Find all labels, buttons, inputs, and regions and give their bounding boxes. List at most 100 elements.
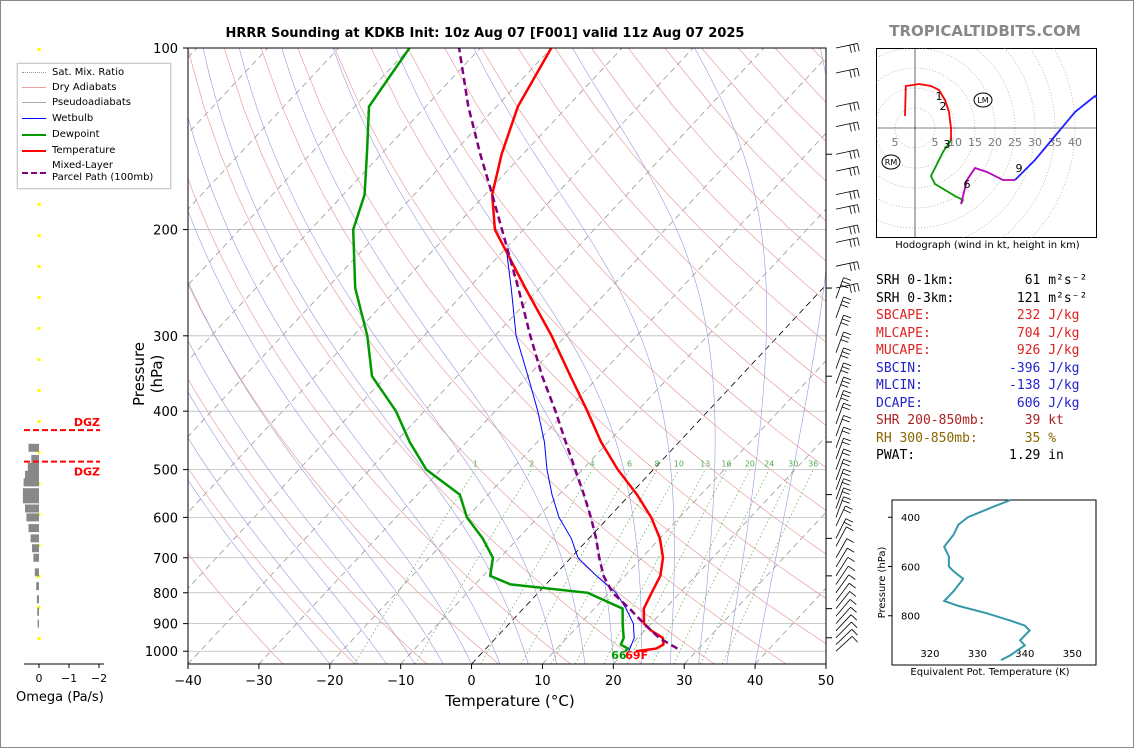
pseudoadiabat [188, 479, 331, 664]
barb-flag [843, 509, 852, 514]
mixing-ratio-line [652, 469, 751, 664]
omega-tick-label: −1 [61, 672, 77, 685]
barb-flag [853, 225, 856, 234]
barb-staff [835, 376, 844, 398]
wind-barb [835, 390, 852, 412]
legend-swatch-pseudo [22, 102, 46, 103]
barb-staff [835, 599, 851, 617]
barb-flag [857, 237, 860, 246]
barb-flag [849, 191, 852, 200]
surface-temp-label: 69F [625, 649, 648, 662]
barb-flag [843, 376, 852, 381]
barb-staff [835, 149, 858, 155]
series-dewpoint [351, 48, 630, 653]
barb-flag [842, 281, 850, 285]
index-value: 35 [1001, 430, 1041, 446]
mixing-ratio-line [354, 469, 476, 664]
isotherm [613, 435, 826, 664]
x-axis-label: Temperature (°C) [445, 692, 575, 710]
omega-bar [36, 595, 39, 604]
barb-staff [835, 565, 849, 585]
barb-flag [849, 103, 852, 112]
index-row: SHR 200-850mb: 39 kt [876, 412, 1087, 430]
wind-barb [835, 606, 857, 624]
barb-flag [842, 472, 850, 476]
isotherm [188, 48, 552, 438]
wind-barb [835, 189, 860, 200]
barb-flag [840, 304, 849, 308]
barb-staff [835, 237, 858, 243]
barb-flag [849, 123, 852, 132]
index-label: SRH 0-3km: [876, 290, 1002, 306]
barb-flag [849, 168, 852, 177]
omega-bar [25, 504, 39, 513]
wind-barb [835, 599, 857, 617]
barb-flag [848, 574, 856, 580]
plot-frame [187, 47, 827, 665]
dry-adiabat [188, 48, 643, 664]
index-label: SBCIN: [876, 360, 1002, 376]
barb-flag [840, 397, 849, 402]
wind-barb [835, 468, 852, 490]
index-label: MUCAPE: [876, 343, 1002, 358]
brand-watermark: TROPICALTIDBITS.COM [889, 22, 1081, 40]
mixing-ratio-label: 2 [529, 460, 534, 469]
barb-flag [851, 629, 858, 636]
y-tick-label: 300 [153, 330, 178, 345]
isotherm [258, 56, 826, 664]
barb-staff [835, 362, 844, 384]
legend-swatch-mixratio [22, 72, 46, 73]
pseudoadiabat [332, 48, 614, 664]
y-tick-label: 700 [153, 552, 178, 567]
wind-barb [835, 426, 852, 448]
ept-caption: Equivalent Pot. Temperature (K) [910, 667, 1070, 678]
barb-flag [849, 263, 852, 272]
dry-adiabat [481, 48, 826, 426]
y-tick-label: 100 [153, 42, 178, 57]
wind-barb [835, 43, 860, 53]
mixing-ratio-label: 20 [745, 460, 755, 469]
y-tick-label: 900 [153, 618, 178, 633]
barb-staff [835, 538, 848, 558]
index-row: MLCAPE: 704 J/kg [876, 325, 1087, 343]
dry-adiabat [188, 552, 284, 664]
omega-label: Omega (Pa/s) [16, 690, 104, 705]
barb-staff [835, 621, 852, 639]
barb-flag [843, 458, 852, 463]
index-value: 704 [1001, 325, 1041, 341]
wind-barb [835, 362, 852, 384]
hodograph-frame [876, 48, 1097, 238]
barb-staff [835, 426, 844, 448]
wind-barb [835, 556, 855, 577]
mixing-ratio-label: 10 [674, 460, 684, 469]
barb-flag [842, 406, 850, 411]
x-tick-label: 40 [747, 674, 764, 689]
barb-flag [853, 190, 856, 199]
hodograph-ring-label: 30 [1028, 136, 1042, 149]
y-tick-label: 800 [153, 587, 178, 602]
barb-flag [847, 547, 855, 553]
ept-y-tick-label: 400 [901, 513, 920, 524]
pseudoadiabat [188, 116, 501, 664]
omega-bar [32, 544, 39, 553]
mixing-ratio-line [574, 469, 680, 664]
pseudoadiabat [188, 437, 359, 664]
legend-label: Sat. Mix. Ratio [52, 67, 125, 78]
wind-barb [835, 518, 854, 539]
x-tick-label: 20 [605, 674, 622, 689]
hodograph-segment-3-6km [929, 139, 965, 205]
series-temperature [490, 48, 665, 653]
omega-bar [36, 582, 39, 591]
pseudoadiabat [188, 209, 472, 664]
barb-flag [843, 478, 852, 482]
ept-y-tick-label: 600 [901, 562, 920, 573]
dry-adiabat [591, 48, 826, 302]
pseudoadiabat [754, 48, 826, 664]
ept-y-tick-label: 800 [901, 612, 920, 623]
hodograph-ring-label: 20 [988, 136, 1002, 149]
barb-staff [835, 224, 858, 230]
legend-swatch-dry [22, 87, 46, 88]
isotherm [188, 48, 339, 210]
legend-swatch-temp [22, 150, 46, 152]
storm-motion-marker [881, 154, 901, 170]
